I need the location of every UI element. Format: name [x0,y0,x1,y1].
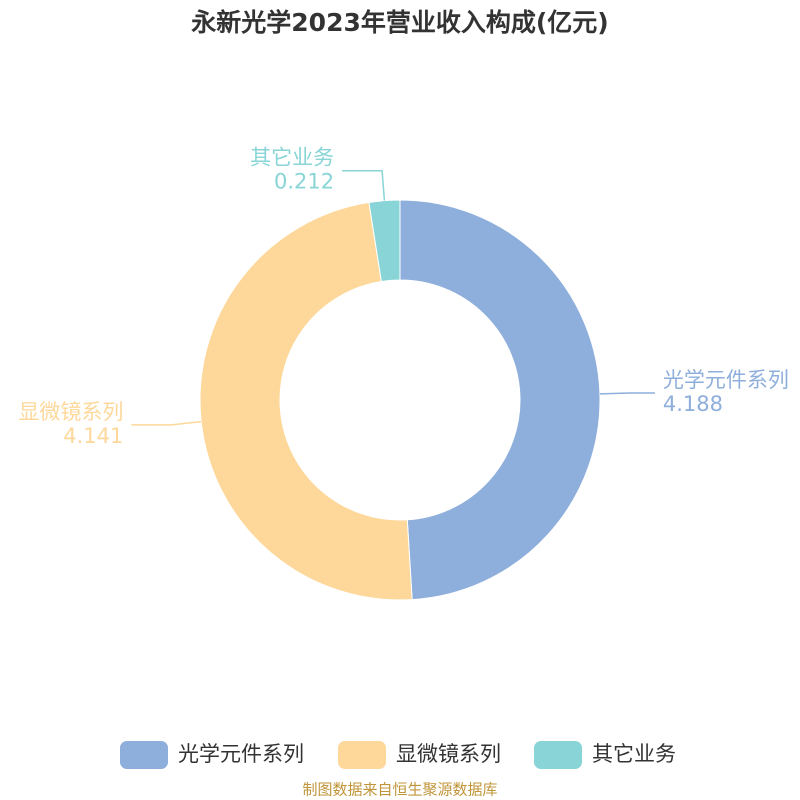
slice-label: 其它业务 [250,146,334,170]
leader-line [131,420,202,426]
legend-swatch [338,741,386,769]
leader-line [342,169,386,201]
chart-title: 永新光学2023年营业收入构成(亿元) [191,8,608,37]
legend-label: 显微镜系列 [396,742,501,766]
slice-label: 光学元件系列 [663,368,789,392]
donut-slice [199,201,413,601]
leader-line [599,392,655,395]
legend-swatch [534,741,582,769]
source-note: 制图数据来自恒生聚源数据库 [302,781,497,799]
slice-value: 4.188 [663,392,723,416]
slice-value: 4.141 [63,424,123,448]
legend-swatch [120,741,168,769]
donut-slice [399,199,601,601]
donut-slice [368,199,401,283]
legend-label: 其它业务 [592,742,676,766]
legend-label: 光学元件系列 [178,742,304,766]
slice-value: 0.212 [274,170,334,194]
slice-label: 显微镜系列 [18,400,123,424]
